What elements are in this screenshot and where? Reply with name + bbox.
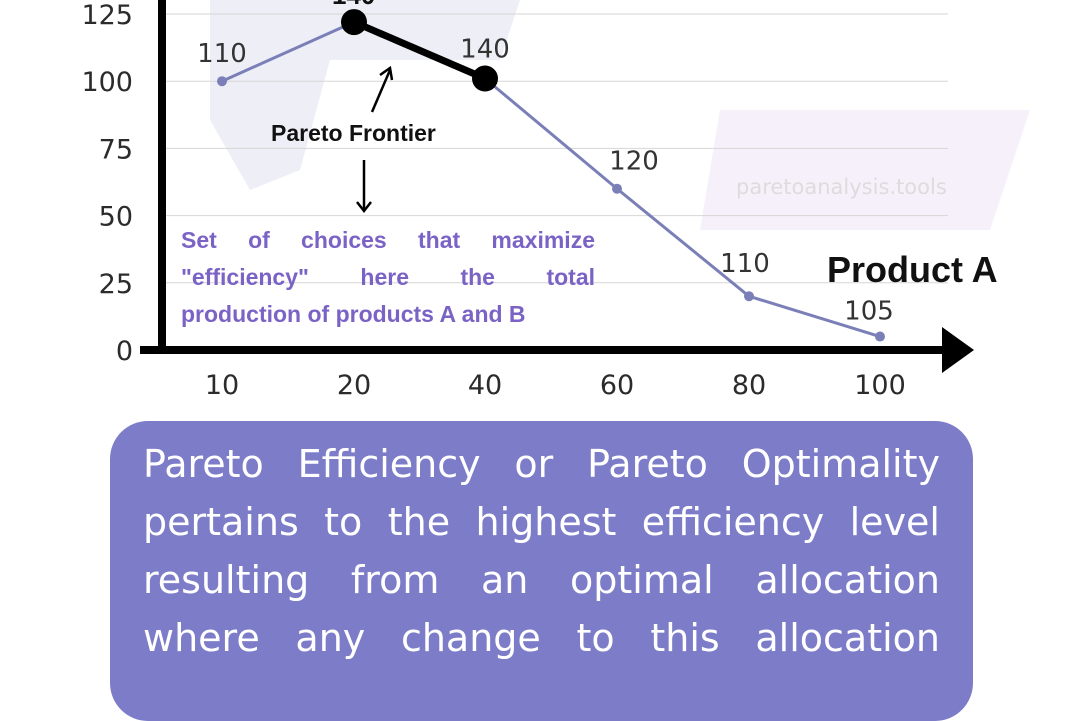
definition-line: where any change to this allocation	[143, 616, 940, 660]
x-tick-label: 80	[732, 370, 766, 401]
definition-text: Pareto Efficiency or Pareto Optimality p…	[143, 435, 940, 667]
x-tick-labels: 10 20 40 60 80 100	[205, 370, 906, 401]
x-tick-label: 10	[205, 370, 239, 401]
y-tick-label: 125	[81, 0, 133, 31]
frontier-point	[341, 9, 367, 36]
background-decoration	[210, 0, 520, 190]
y-tick-label: 0	[116, 336, 133, 367]
data-point	[217, 76, 227, 87]
frontier-point	[472, 65, 498, 92]
x-tick-label: 60	[600, 370, 634, 401]
data-point	[875, 331, 885, 342]
pareto-frontier-label: Pareto Frontier	[271, 120, 436, 146]
pareto-chart: 125 100 75 50 25 0 10 20 40 60 80 100 paretoanalys…	[81, 0, 1030, 401]
data-label: 110	[720, 249, 770, 279]
data-label: 105	[844, 297, 894, 327]
x-tick-label: 40	[468, 370, 502, 401]
y-tick-label: 25	[99, 269, 133, 300]
annotation-line: "efficiency" here the total	[181, 264, 595, 290]
y-tick-label: 75	[99, 134, 133, 165]
up-arrow	[370, 65, 394, 113]
y-tick-label: 50	[99, 202, 133, 233]
data-label: 120	[609, 147, 659, 177]
pareto-frontier-line	[352, 18, 487, 82]
x-tick-label: 100	[854, 370, 906, 401]
choices-annotation: Set of choices that maximize "efficiency…	[181, 222, 595, 333]
data-label: 110	[197, 39, 247, 69]
definition-line: resulting from an optimal allocation	[143, 558, 940, 602]
annotation-line: production of products A and B	[181, 301, 526, 327]
data-labels: 110 140 120 110 105	[197, 35, 894, 327]
gridlines	[162, 13, 948, 284]
top-fragment: 140	[332, 0, 375, 10]
watermark: paretoanalysis.tools	[736, 175, 947, 199]
x-axis-label: Product A	[827, 249, 998, 290]
definition-line: Pareto Efficiency or Pareto Optimality	[143, 442, 940, 486]
y-tick-label: 100	[81, 67, 133, 98]
data-point	[612, 183, 622, 194]
down-arrow	[356, 160, 372, 214]
data-point	[744, 291, 754, 302]
data-label: 140	[460, 35, 510, 65]
background-decoration	[700, 110, 1030, 230]
y-tick-labels: 125 100 75 50 25 0	[81, 0, 133, 367]
data-series	[217, 9, 885, 342]
definition-line: pertains to the highest efficiency level	[143, 500, 940, 544]
series-line	[221, 20, 881, 338]
annotation-line: Set of choices that maximize	[181, 227, 595, 253]
x-tick-label: 20	[337, 370, 371, 401]
definition-box: Pareto Efficiency or Pareto Optimality p…	[110, 421, 973, 721]
x-axis-arrowhead	[942, 327, 974, 373]
